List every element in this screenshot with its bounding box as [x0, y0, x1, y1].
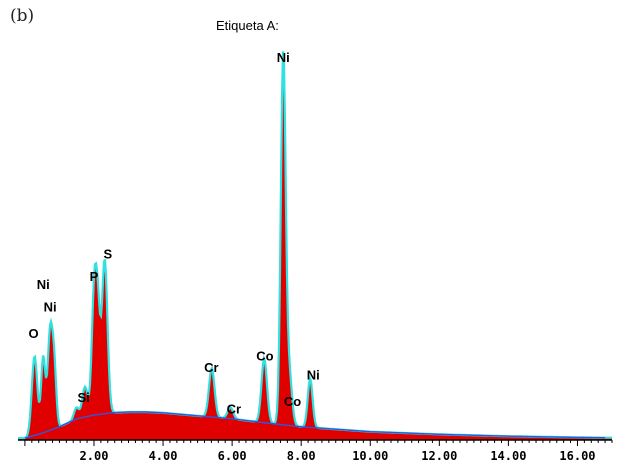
x-tick-label: 2.00 [80, 449, 109, 463]
spectrum-line-layer [18, 51, 612, 440]
peak-label-p: P [90, 269, 99, 284]
peak-label-co: Co [256, 349, 273, 364]
peak-label-cr: Cr [227, 402, 241, 417]
chart-title: Etiqueta A: [216, 18, 279, 33]
x-tick-label: 12.00 [421, 449, 457, 463]
x-axis: 2.00 4.00 6.00 8.00 10.00 12.00 14.00 16.00 [18, 439, 613, 463]
x-tick-label: 6.00 [218, 449, 247, 463]
peak-labels: O Ni Ni PS Si Cr Cr Co Ni Co Ni [28, 50, 319, 417]
x-tick-label: 8.00 [287, 449, 316, 463]
peak-label-ni: Ni [307, 368, 320, 383]
background-line [24, 411, 606, 439]
peak-label-cr: Cr [204, 360, 218, 375]
peak-label-ni: Ni [37, 277, 50, 292]
x-tick-label: 4.00 [149, 449, 178, 463]
peak-label-o: O [28, 326, 38, 341]
peak-label-ni: Ni [277, 50, 290, 65]
peak-label-ni: Ni [44, 299, 57, 314]
x-tick-label: 14.00 [490, 449, 526, 463]
peak-label-si: Si [77, 390, 89, 405]
x-tick-label: 10.00 [352, 449, 388, 463]
peak-label-s: S [103, 247, 112, 262]
x-tick-label: 16.00 [559, 449, 595, 463]
peak-label-co: Co [284, 394, 301, 409]
panel-label: (b) [10, 6, 35, 26]
